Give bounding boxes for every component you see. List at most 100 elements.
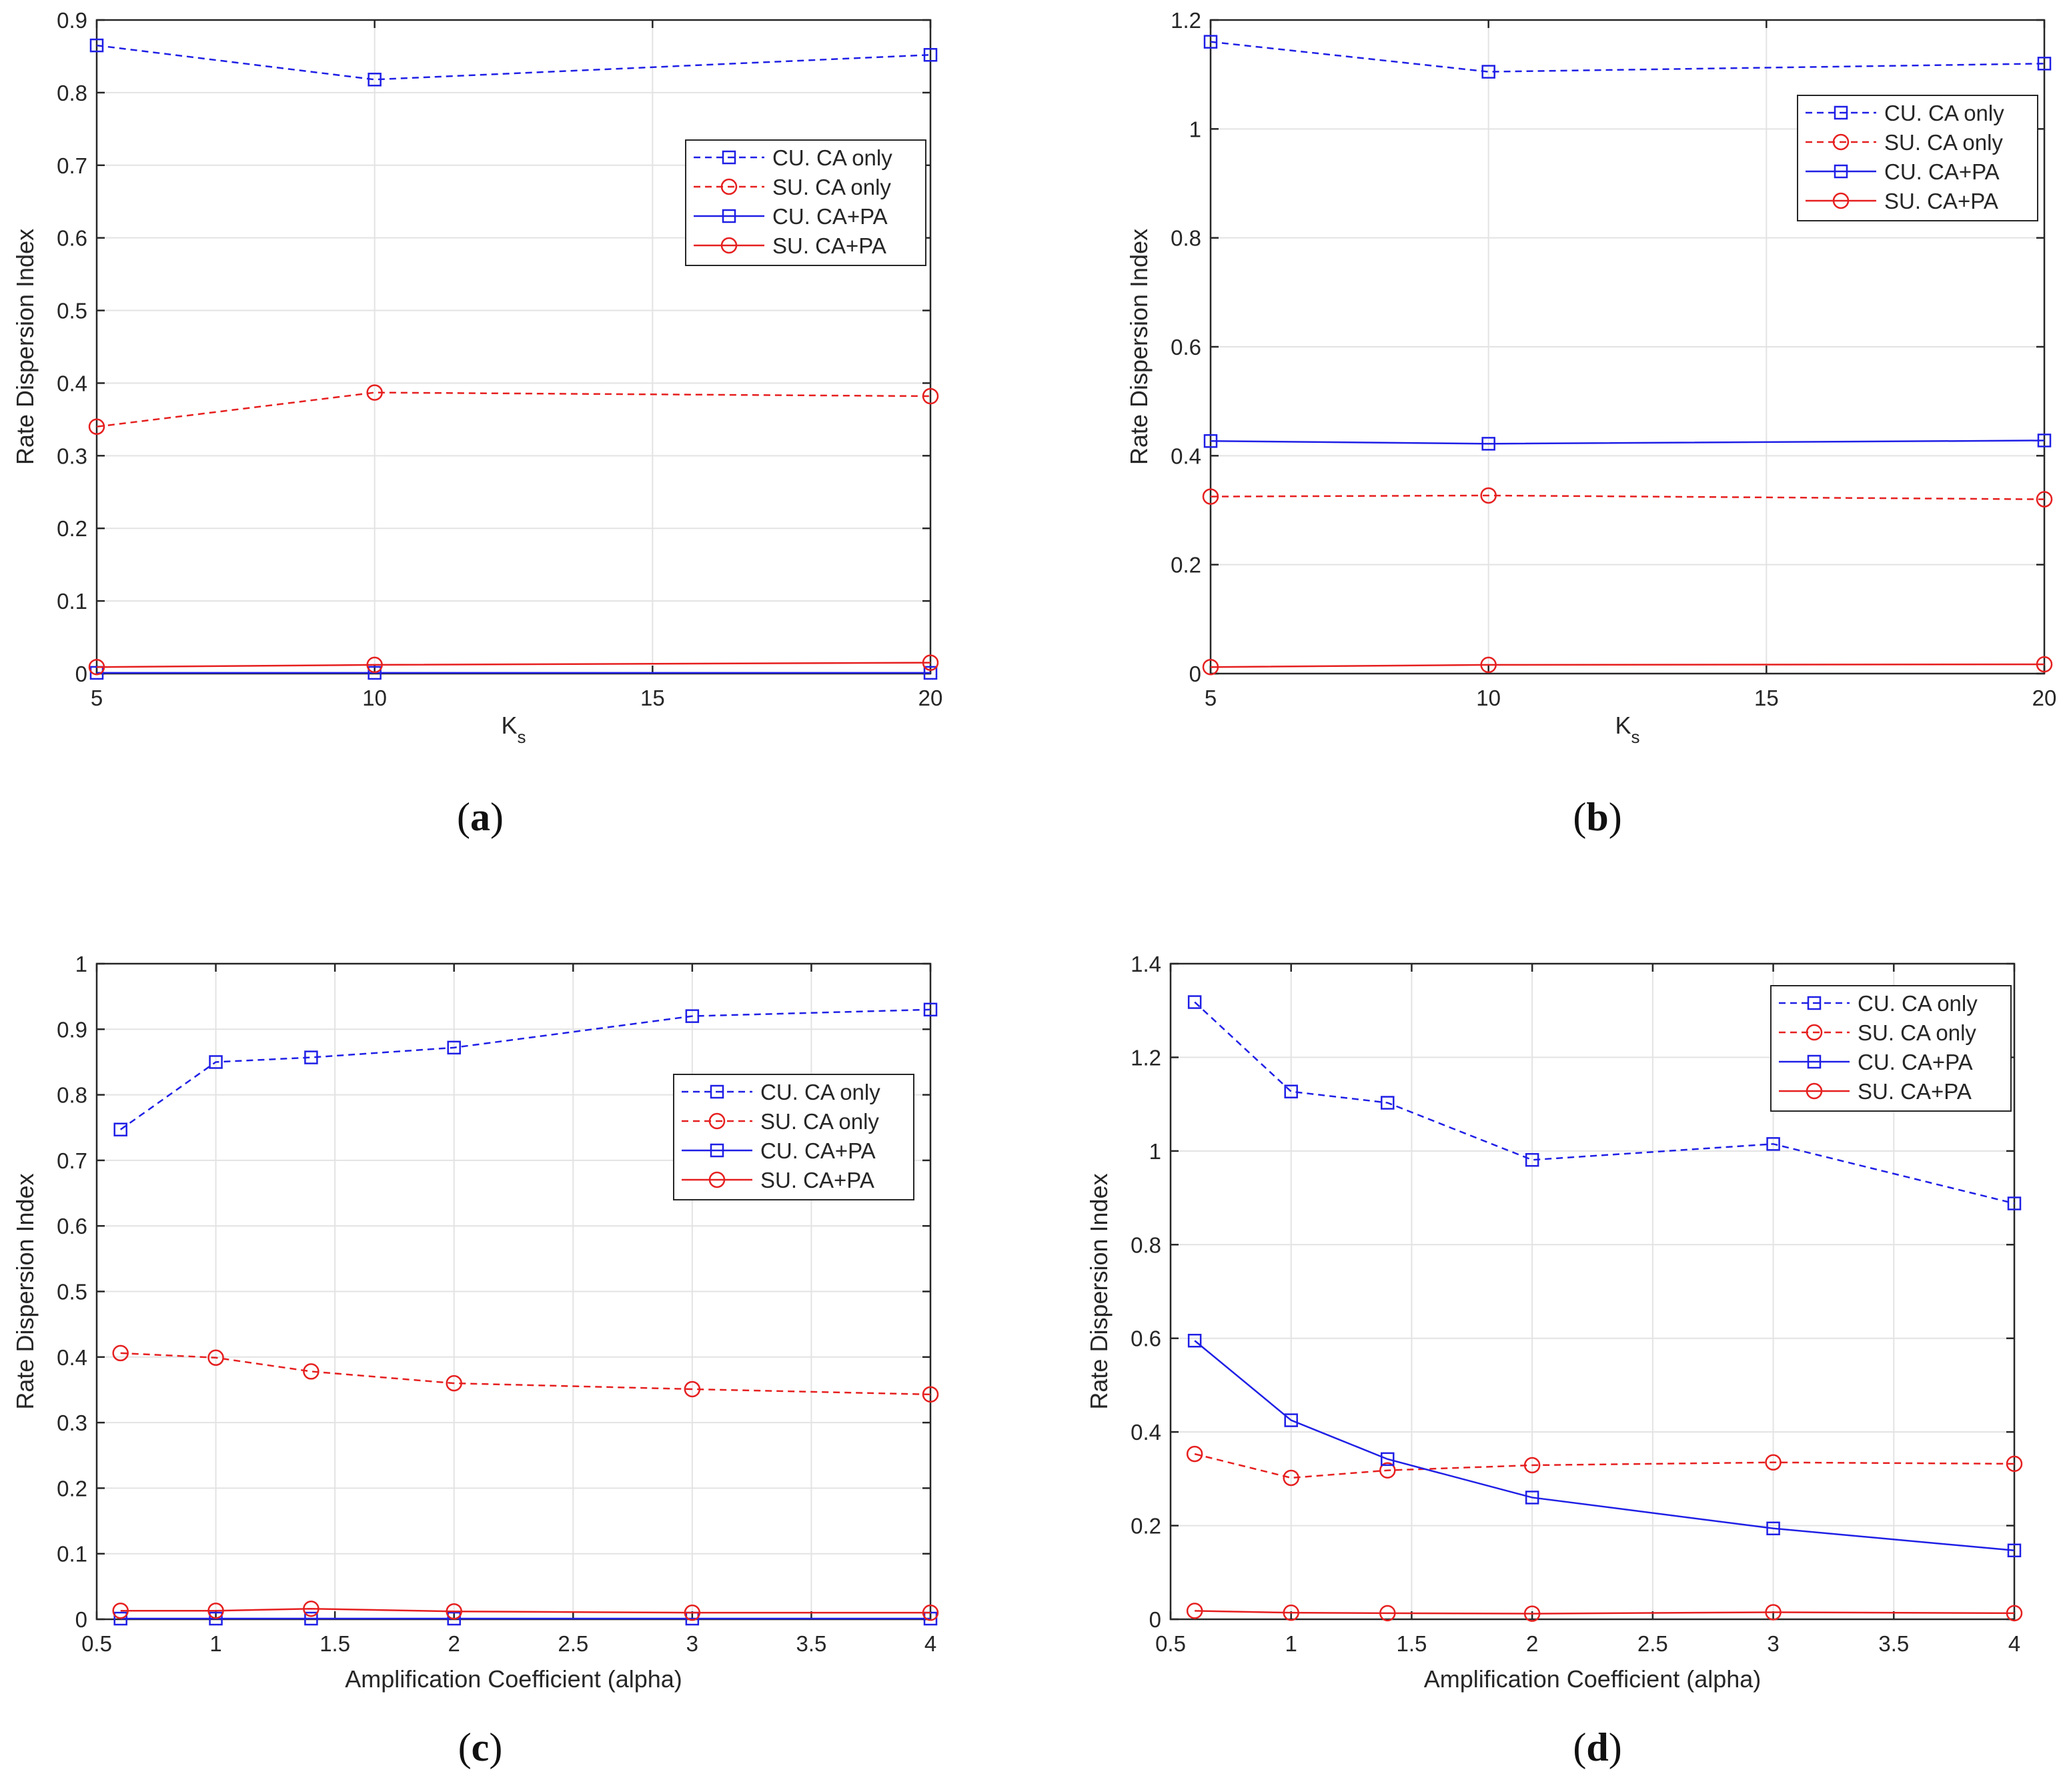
y-tick-label: 0.3 — [57, 1411, 87, 1435]
y-tick-label: 1 — [1189, 117, 1201, 141]
x-axis-label-subscript: s — [1631, 727, 1640, 747]
data-point — [1203, 35, 1218, 49]
data-point — [1480, 656, 1497, 674]
series-su-ca-only — [88, 384, 939, 435]
series-line — [1194, 1453, 2015, 1479]
data-point — [88, 658, 105, 676]
data-point — [303, 1363, 319, 1380]
x-tick-label: 10 — [1476, 686, 1501, 710]
data-point — [207, 1349, 224, 1367]
x-tick-label: 20 — [2032, 686, 2057, 710]
data-point — [209, 1055, 223, 1069]
legend-marker — [1806, 1024, 1823, 1041]
x-tick-label: 0.5 — [1155, 1631, 1186, 1656]
data-point — [1481, 437, 1495, 451]
data-point — [88, 418, 105, 435]
y-tick-label: 0.7 — [57, 153, 87, 178]
y-tick-label: 0 — [75, 1607, 87, 1632]
y-tick-label: 0 — [75, 662, 87, 686]
data-point — [1525, 1491, 1539, 1505]
data-point — [2036, 656, 2053, 673]
data-point — [1766, 1521, 1780, 1536]
data-point — [1379, 1462, 1396, 1479]
x-tick-label: 3.5 — [1878, 1631, 1909, 1656]
data-point — [2007, 1543, 2022, 1558]
x-tick-label: 0.5 — [81, 1631, 112, 1656]
data-point — [1186, 1603, 1203, 1619]
y-tick-label: 1.4 — [1131, 952, 1161, 976]
x-axis-label: Amplification Coefficient (alpha) — [1424, 1665, 1762, 1693]
caption-close: ) — [1609, 795, 1622, 839]
series-line — [96, 662, 931, 668]
caption-close: ) — [1609, 1725, 1622, 1769]
series-line — [1194, 1001, 2015, 1204]
x-tick-label: 4 — [924, 1631, 936, 1656]
x-tick-label: 3 — [1767, 1631, 1779, 1656]
series-su-ca-pa — [1202, 656, 2053, 676]
data-point — [2037, 57, 2052, 71]
x-axis-label: Amplification Coefficient (alpha) — [345, 1665, 682, 1693]
series-cu-ca-pa — [1203, 433, 2052, 451]
x-tick-label: 3.5 — [796, 1631, 826, 1656]
data-point — [923, 48, 938, 62]
data-point — [1381, 1096, 1395, 1110]
data-point — [1186, 1445, 1203, 1463]
panel-caption: (b) — [1573, 795, 1621, 839]
legend-entry-label: SU. CA+PA — [1858, 1079, 1972, 1104]
y-axis-label: Rate Dispersion Index — [1125, 229, 1153, 465]
legend-entry-label: SU. CA+PA — [772, 233, 886, 258]
caption-letter: c — [472, 1725, 490, 1769]
y-tick-label: 0.7 — [57, 1148, 87, 1173]
data-point — [2037, 433, 2052, 447]
x-tick-label: 1 — [1285, 1631, 1297, 1656]
plot-area — [97, 20, 930, 674]
data-point — [446, 1603, 462, 1620]
series-line — [96, 391, 931, 428]
legend-marker — [722, 150, 736, 165]
series-su-ca-pa — [88, 654, 939, 676]
y-tick-label: 0.6 — [57, 226, 87, 251]
data-point — [447, 1611, 461, 1626]
series-line — [1210, 663, 2045, 668]
y-tick-label: 0.2 — [1171, 553, 1201, 578]
data-point — [304, 1611, 318, 1626]
x-tick-label: 4 — [2008, 1631, 2020, 1656]
legend-marker — [1807, 1054, 1822, 1069]
caption-letter: d — [1586, 1725, 1608, 1769]
x-tick-label: 1 — [209, 1631, 221, 1656]
series-line — [1210, 439, 2045, 445]
series-line — [120, 1608, 930, 1614]
x-tick-label: 2 — [1526, 1631, 1538, 1656]
x-axis-label-subscript: s — [518, 727, 526, 747]
axes-box — [1169, 962, 2016, 1621]
legend-box — [1797, 95, 2038, 221]
x-tick-label: 20 — [918, 686, 943, 710]
series-su-ca-only — [1186, 1445, 2023, 1487]
x-tick-label: 1.5 — [319, 1631, 350, 1656]
y-tick-label: 0.6 — [57, 1214, 87, 1238]
legend-entry-label: CU. CA+PA — [760, 1138, 876, 1163]
y-tick-label: 0 — [1149, 1607, 1161, 1632]
data-point — [684, 1381, 701, 1398]
y-tick-label: 1.2 — [1171, 8, 1201, 33]
data-point — [2036, 491, 2053, 508]
y-axis-label: Rate Dispersion Index — [11, 229, 39, 465]
legend-marker — [710, 1084, 724, 1099]
data-point — [113, 1611, 127, 1626]
legend-marker — [708, 1171, 726, 1188]
caption-open: ( — [457, 795, 470, 839]
series-line — [96, 44, 931, 81]
x-tick-label: 15 — [1754, 686, 1779, 710]
legend: CU. CA only SU. CA only CU. CA+PA SU. CA+PA — [673, 1074, 914, 1200]
data-point — [112, 1345, 129, 1362]
data-point — [368, 666, 382, 680]
series-su-ca-pa — [112, 1601, 939, 1621]
caption-close: ) — [489, 1725, 502, 1769]
y-tick-label: 0.3 — [57, 443, 87, 468]
data-point — [368, 73, 382, 87]
series-su-ca-only — [112, 1345, 939, 1403]
y-tick-label: 0.4 — [57, 1345, 87, 1370]
y-tick-label: 0.1 — [57, 589, 87, 614]
series-line — [1210, 41, 2045, 73]
data-point — [89, 38, 104, 53]
